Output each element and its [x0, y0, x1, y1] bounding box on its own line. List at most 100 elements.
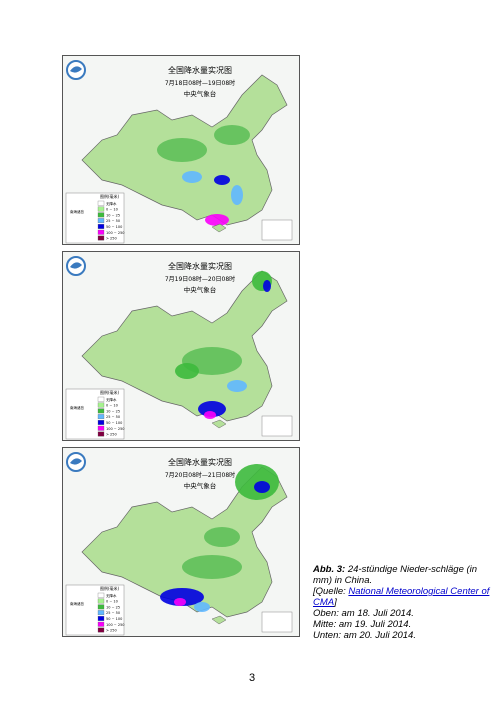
legend-swatch	[97, 224, 105, 229]
legend-label: 无降水	[106, 397, 117, 402]
island	[211, 615, 227, 625]
legend-swatch	[97, 414, 105, 420]
legend-swatch	[97, 206, 105, 212]
map-title: 全国降水量实况图	[168, 65, 232, 75]
legend-swatch	[97, 592, 105, 598]
legend-swatch	[97, 598, 105, 604]
map-agency: 中央气象台	[184, 89, 217, 98]
legend-swatch	[97, 616, 105, 621]
legend-swatch	[97, 627, 105, 633]
rain-area	[160, 588, 204, 606]
map-title: 全国降水量实况图	[168, 457, 232, 467]
legend-label: > 250	[106, 237, 117, 241]
inset-box	[261, 219, 293, 241]
legend-swatch	[97, 212, 105, 218]
legend-label: 10 ~ 25	[106, 605, 120, 609]
rain-area	[235, 464, 279, 500]
caption-source: [Quelle: National Meteorological Center …	[313, 586, 498, 608]
legend-label: 25 ~ 50	[106, 611, 120, 615]
caption: Abb. 3: 24-stündige Nieder-schläge (in m…	[313, 564, 498, 641]
legend-label: 50 ~ 100	[106, 225, 122, 229]
legend-label: 0 ~ 10	[106, 208, 118, 212]
rain-area	[231, 185, 243, 205]
legend-label: 无降水	[106, 593, 117, 598]
legend-swatch	[97, 402, 105, 408]
page-number: 3	[248, 672, 256, 684]
legend-swatch	[97, 218, 105, 224]
legend-title: 图例(毫米)	[100, 193, 120, 199]
legend-label: > 250	[106, 629, 117, 633]
map-period: 7月18日08时—19日08时	[165, 79, 235, 87]
caption-head: Abb. 3: 24-stündige Nieder-schläge (in m…	[313, 564, 498, 586]
legend-box	[65, 192, 125, 244]
island	[211, 223, 227, 233]
legend-label: 100 ~ 250	[106, 231, 125, 235]
legend-label: 100 ~ 250	[106, 623, 125, 627]
legend-title: 图例(毫米)	[100, 389, 120, 395]
logo-swirl	[70, 262, 82, 269]
legend-swatch	[97, 408, 105, 414]
inset-label: 南海诸岛	[70, 209, 84, 214]
inset-box	[261, 415, 293, 437]
rain-area	[204, 527, 240, 547]
map-title: 全国降水量实况图	[168, 261, 232, 271]
caption-label: Abb. 3:	[313, 564, 346, 575]
caption-line: Oben: am 18. Juli 2014.	[313, 608, 414, 619]
rain-area	[214, 125, 250, 145]
legend-label: 0 ~ 10	[106, 404, 118, 408]
caption-line: Mitte: am 19. Juli 2014.	[313, 619, 412, 630]
legend-label: 100 ~ 250	[106, 427, 125, 431]
legend-label: 10 ~ 25	[106, 409, 120, 413]
legend-title: 图例(毫米)	[100, 585, 120, 591]
legend-swatch	[97, 235, 105, 241]
legend-label: > 250	[106, 433, 117, 437]
source-link[interactable]: National Meteorological Center of CMA	[313, 586, 490, 608]
rain-area	[157, 138, 207, 162]
rain-area	[254, 481, 270, 493]
rain-area	[214, 175, 230, 185]
rain-area	[182, 555, 242, 579]
map-agency: 中央气象台	[184, 285, 217, 294]
legend-label: 50 ~ 100	[106, 421, 122, 425]
rain-area	[175, 363, 199, 379]
inset-label: 南海诸岛	[70, 601, 84, 606]
rain-area	[263, 280, 271, 292]
legend-label: 25 ~ 50	[106, 219, 120, 223]
legend-swatch	[97, 396, 105, 402]
legend-box	[65, 388, 125, 440]
legend-swatch	[97, 610, 105, 616]
rain-area	[205, 214, 229, 226]
legend-swatch	[97, 425, 105, 431]
legend-box	[65, 584, 125, 636]
island	[211, 419, 227, 429]
legend-swatch	[97, 431, 105, 437]
caption-line: Unten: am 20. Juli 2014.	[313, 630, 416, 641]
map-agency: 中央气象台	[184, 481, 217, 490]
source-suffix: ]	[334, 597, 337, 608]
legend-label: 0 ~ 10	[106, 600, 118, 604]
rain-area	[194, 602, 210, 612]
inset-label: 南海诸岛	[70, 405, 84, 410]
legend-swatch	[97, 200, 105, 206]
map-period: 7月19日08时—20日08时	[165, 275, 235, 283]
logo-swirl	[70, 458, 82, 465]
inset-box	[261, 611, 293, 633]
map-period: 7月20日08时—21日08时	[165, 471, 235, 479]
legend-swatch	[97, 229, 105, 235]
rain-area	[174, 598, 186, 606]
legend-swatch	[97, 420, 105, 425]
rain-area	[227, 380, 247, 392]
rain-area	[182, 171, 202, 183]
legend-label: 50 ~ 100	[106, 617, 122, 621]
caption-text: 24-stündige Nieder-schläge (in mm) in Ch…	[313, 564, 478, 586]
legend-label: 25 ~ 50	[106, 415, 120, 419]
rain-area	[204, 411, 216, 419]
logo-swirl	[70, 66, 82, 73]
source-prefix: [Quelle:	[313, 586, 349, 597]
legend-swatch	[97, 604, 105, 610]
legend-swatch	[97, 621, 105, 627]
